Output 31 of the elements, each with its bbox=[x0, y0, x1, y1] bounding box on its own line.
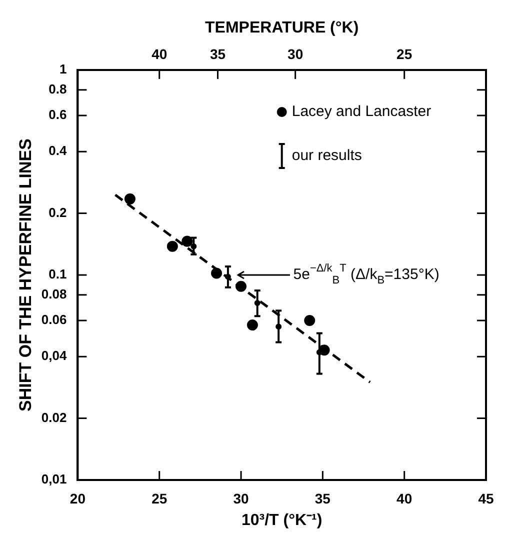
y-axis-title: SHIFT OF THE HYPERFINE LINES bbox=[16, 138, 35, 412]
y-tick-label: 0,01 bbox=[41, 472, 67, 487]
text: 25 bbox=[396, 46, 412, 62]
text: 40 bbox=[152, 46, 168, 62]
y-tick-label: 0,04 bbox=[41, 348, 68, 364]
y-tick-label: 0.1 bbox=[48, 266, 67, 282]
y-tick-label: 0.06 bbox=[41, 312, 67, 328]
x-axis-title: 10³/T (°K⁻¹) bbox=[241, 512, 322, 529]
point bbox=[304, 314, 316, 326]
y-tick-label: 0.08 bbox=[41, 286, 67, 302]
x-tick-label: 40 bbox=[396, 490, 412, 506]
x-tick-label: 45 bbox=[478, 490, 494, 506]
text: 30 bbox=[288, 46, 304, 62]
y-tick-label: 0.6 bbox=[48, 107, 67, 122]
point bbox=[124, 193, 136, 204]
text: 35 bbox=[210, 46, 226, 62]
y-tick-label: 0.02 bbox=[41, 410, 67, 425]
legend-label: our results bbox=[292, 147, 362, 164]
y-tick-label: 0.4 bbox=[48, 143, 68, 158]
point bbox=[166, 240, 178, 252]
point bbox=[246, 320, 258, 331]
y-tick-label: 1 bbox=[59, 62, 67, 77]
x-tick-label: 35 bbox=[314, 490, 331, 506]
y-tick-label: 0.2 bbox=[48, 204, 67, 220]
point bbox=[182, 236, 193, 247]
x2-axis-title: TEMPERATURE (°K) bbox=[205, 19, 359, 36]
legend-label: Lacey and Lancaster bbox=[292, 103, 432, 120]
x-tick-label: 20 bbox=[70, 490, 86, 506]
x-tick-label: 30 bbox=[233, 490, 250, 506]
x-tick-label: 25 bbox=[152, 490, 168, 506]
y-tick-label: 0.8 bbox=[48, 81, 67, 96]
